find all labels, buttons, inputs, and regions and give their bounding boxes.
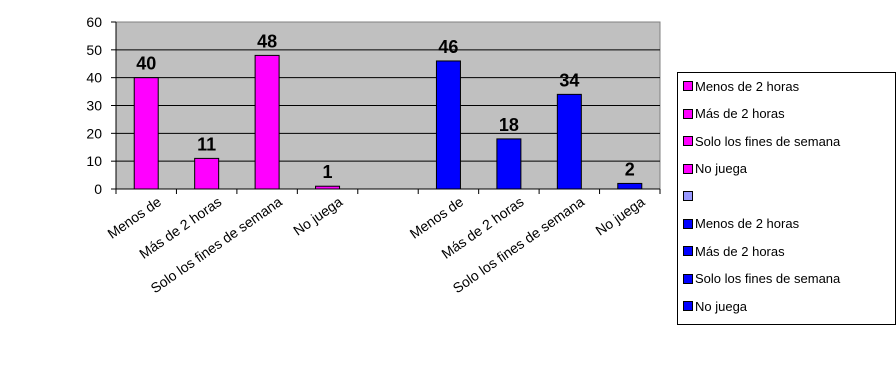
legend-item <box>683 186 695 206</box>
data-label: 48 <box>257 31 277 51</box>
y-tick-label: 40 <box>86 70 102 86</box>
legend-swatch <box>683 81 693 91</box>
legend-swatch <box>683 273 693 284</box>
legend-swatch <box>683 301 693 311</box>
legend-label: Solo los fines de semana <box>695 133 841 149</box>
axes <box>111 21 661 194</box>
legend-label: No juega <box>695 298 748 314</box>
bar <box>496 138 522 190</box>
legend: Menos de 2 horas Más de 2 horas Solo los f… <box>677 72 896 325</box>
data-label: 1 <box>323 162 333 182</box>
data-label: 18 <box>499 115 519 135</box>
legend-swatch <box>683 136 693 146</box>
y-tick-labels: 0 10 20 30 40 50 60 <box>86 14 102 197</box>
x-tick-label: No juega <box>592 193 647 238</box>
legend-swatch <box>683 163 693 174</box>
legend-item: No juega <box>683 296 747 316</box>
bars <box>133 54 643 190</box>
x-tick-label: No juega <box>290 193 345 238</box>
bar <box>556 93 582 190</box>
legend-swatch <box>683 191 693 201</box>
legend-label: No juega <box>695 161 748 176</box>
legend-label: Solo los fines de semana <box>695 271 841 286</box>
legend-swatch <box>683 108 693 119</box>
legend-swatch <box>683 246 693 256</box>
legend-label: Más de 2 horas <box>695 106 785 121</box>
data-label: 46 <box>438 37 458 57</box>
data-label: 11 <box>197 134 216 154</box>
legend-swatch <box>683 218 693 229</box>
y-tick-label: 0 <box>94 181 102 197</box>
legend-item: Solo los fines de semana <box>683 131 840 151</box>
y-tick-label: 60 <box>86 14 102 30</box>
y-tick-label: 20 <box>86 125 102 141</box>
y-tick-label: 50 <box>86 42 102 58</box>
data-label: 34 <box>559 70 579 90</box>
legend-item: Más de 2 horas <box>683 104 785 124</box>
data-labels: 40 11 48 1 46 18 34 2 <box>136 31 635 182</box>
data-label: 40 <box>136 54 156 74</box>
legend-label: Menos de 2 horas <box>695 216 800 231</box>
y-tick-label: 10 <box>86 153 102 169</box>
bar <box>254 54 280 190</box>
legend-item: Menos de 2 horas <box>683 76 799 96</box>
legend-item: Solo los fines de semana <box>683 269 840 289</box>
legend-label: Más de 2 horas <box>695 243 785 259</box>
data-label: 2 <box>625 159 635 179</box>
bar <box>133 77 159 190</box>
y-tick-label: 30 <box>86 98 102 114</box>
legend-label: Menos de 2 horas <box>695 78 800 94</box>
bar <box>435 60 461 190</box>
bar <box>617 182 643 190</box>
legend-item: Más de 2 horas <box>683 241 785 261</box>
legend-item: No juega <box>683 159 747 179</box>
bar <box>194 157 220 190</box>
legend-item: Menos de 2 horas <box>683 214 799 234</box>
